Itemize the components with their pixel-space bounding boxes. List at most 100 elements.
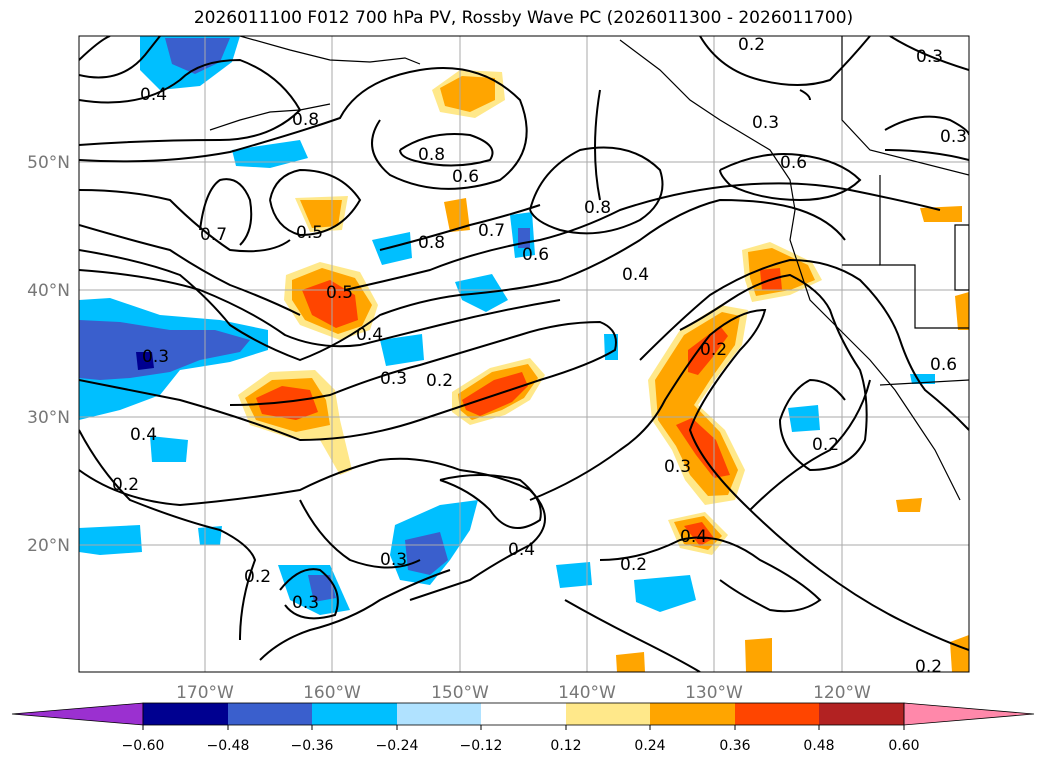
positive-anomaly-region — [955, 292, 969, 330]
contour-label: 0.6 — [930, 355, 957, 375]
coastline — [209, 36, 969, 501]
contour-label: 0.2 — [426, 371, 453, 391]
contour-label: 0.2 — [700, 340, 727, 360]
colorbar-tick-label: 0.60 — [888, 738, 919, 754]
colorbar-tick-label: −0.24 — [376, 738, 419, 754]
longitude-label: 170°W — [176, 683, 234, 703]
contour-label: 0.6 — [780, 153, 807, 173]
colorbar-swatch — [397, 703, 481, 725]
colorbar-ticks — [142, 725, 905, 730]
contour-label: 0.5 — [296, 223, 323, 243]
contour-label: 0.6 — [522, 245, 549, 265]
contour-label: 0.3 — [380, 550, 407, 570]
negative-anomaly-region — [136, 352, 154, 370]
colorbar-swatch — [143, 703, 228, 725]
positive-anomaly-region — [896, 498, 922, 512]
contour-label: 0.8 — [584, 198, 611, 218]
negative-anomaly-region — [79, 525, 142, 555]
colorbar-extend-low — [11, 702, 144, 726]
negative-anomaly-region — [150, 436, 188, 462]
map-frame — [78, 35, 970, 673]
contour-label: 0.4 — [680, 527, 707, 547]
contour-label: 0.2 — [738, 35, 765, 55]
contour-label: 0.7 — [200, 225, 227, 245]
contour-label: 0.2 — [244, 567, 271, 587]
positive-anomaly-region — [444, 198, 470, 232]
colorbar-swatch — [228, 703, 312, 725]
pv-contours — [79, 36, 969, 672]
contour-label: 0.2 — [620, 555, 647, 575]
latitude-label: 30°N — [27, 408, 70, 428]
colorbar-swatch — [735, 703, 819, 725]
contour-label: 0.2 — [812, 435, 839, 455]
contour-label: 0.2 — [915, 657, 942, 677]
positive-anomaly-region — [688, 326, 728, 375]
contour-label: 0.3 — [752, 113, 779, 133]
colorbar: −0.60 −0.48 −0.36 −0.24 −0.12 0.12 0.24 … — [11, 702, 1035, 754]
colorbar-swatch — [481, 703, 566, 725]
colorbar-tick-label: 0.12 — [550, 738, 581, 754]
colorbar-tick-label: −0.36 — [291, 738, 334, 754]
contour-label: 0.3 — [292, 593, 319, 613]
contour-label: 0.4 — [508, 540, 535, 560]
negative-anomaly-region — [165, 38, 230, 74]
negative-anomaly-region — [308, 575, 336, 602]
latitude-label: 20°N — [27, 536, 70, 556]
negative-anomaly-region — [380, 334, 424, 366]
positive-anomaly-region — [684, 522, 714, 546]
contour-label: 0.4 — [130, 425, 157, 445]
positive-anomaly-region — [302, 280, 358, 328]
contour-label: 0.3 — [142, 347, 169, 367]
longitude-label: 160°W — [303, 683, 361, 703]
contour-label: 0.6 — [452, 167, 479, 187]
colorbar-swatch — [566, 703, 650, 725]
colorbar-swatch — [819, 703, 904, 725]
contour-label: 0.5 — [326, 283, 353, 303]
colorbar-swatch — [312, 703, 397, 725]
negative-anomaly-region — [79, 320, 250, 380]
contour-label: 0.8 — [418, 233, 445, 253]
contour-label: 0.4 — [140, 85, 167, 105]
negative-anomaly-region — [198, 526, 222, 545]
colorbar-swatch — [650, 703, 735, 725]
contour-label: 0.2 — [112, 475, 139, 495]
negative-anomaly-region — [405, 532, 448, 575]
contour-label: 0.3 — [380, 369, 407, 389]
colorbar-tick-label: −0.60 — [122, 738, 165, 754]
colorbar-frame — [142, 702, 905, 726]
contour-label: 0.8 — [292, 110, 319, 130]
contour-label-layer: 0.4 0.8 0.8 0.6 0.7 0.5 0.8 0.7 0.6 0.8 … — [112, 35, 967, 677]
contour-label: 0.4 — [622, 265, 649, 285]
longitude-label: 130°W — [685, 683, 743, 703]
positive-anomaly-region — [745, 638, 772, 672]
colorbar-extend-high — [903, 702, 1035, 726]
colorbar-tick-label: 0.36 — [719, 738, 750, 754]
contour-label: 0.3 — [916, 47, 943, 67]
contour-label: 0.3 — [940, 127, 967, 147]
longitude-label: 120°W — [813, 683, 871, 703]
negative-anomaly-region — [634, 575, 696, 612]
positive-anomaly-region — [440, 76, 495, 112]
contour-label: 0.8 — [418, 145, 445, 165]
colorbar-tick-label: −0.48 — [207, 738, 250, 754]
negative-anomaly-region — [556, 562, 592, 588]
longitude-label: 150°W — [431, 683, 489, 703]
contour-label: 0.7 — [478, 221, 505, 241]
positive-anomaly-region — [256, 386, 318, 420]
colorbar-tick-label: 0.24 — [634, 738, 665, 754]
map-title: 2026011100 F012 700 hPa PV, Rossby Wave … — [193, 8, 854, 28]
positive-anomaly-region — [920, 206, 962, 222]
longitude-label: 140°W — [558, 683, 616, 703]
colorbar-tick-label: 0.48 — [803, 738, 834, 754]
positive-anomaly-region — [616, 652, 645, 672]
contour-label: 0.3 — [664, 457, 691, 477]
negative-anomaly-region — [232, 140, 308, 168]
negative-anomaly-region — [788, 405, 820, 432]
negative-anomaly-region — [372, 232, 412, 265]
latitude-label: 40°N — [27, 281, 70, 301]
colorbar-tick-label: −0.12 — [460, 738, 503, 754]
latitude-label: 50°N — [27, 153, 70, 173]
positive-anomaly-region — [676, 418, 730, 478]
contour-label: 0.4 — [356, 325, 383, 345]
